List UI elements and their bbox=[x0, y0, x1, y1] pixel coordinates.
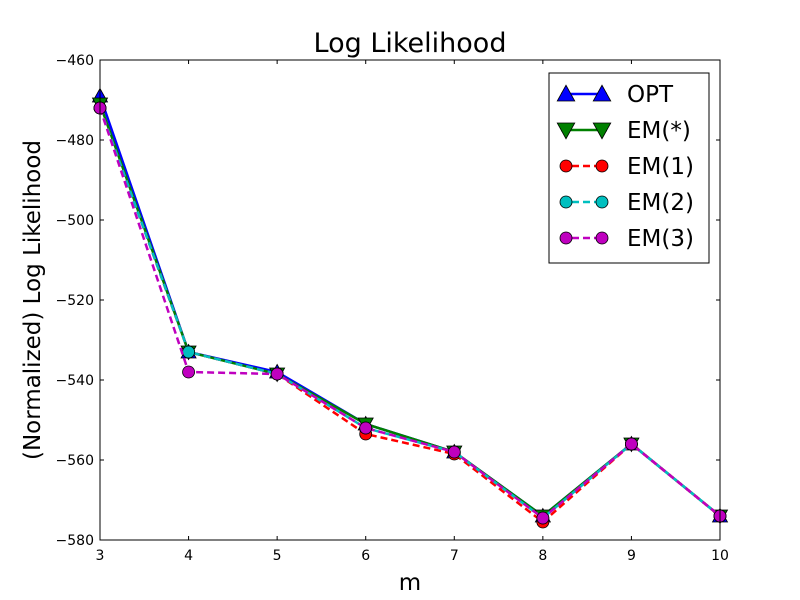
legend-marker-em-2 bbox=[559, 195, 573, 209]
legend-box bbox=[548, 72, 710, 264]
data-point-em-2 bbox=[182, 345, 195, 359]
plot-frame bbox=[99, 59, 721, 541]
data-point-em-3 bbox=[270, 367, 284, 381]
data-point-em-3 bbox=[359, 421, 373, 435]
x-tick-label: 5 bbox=[273, 548, 282, 564]
legend-marker-em-3 bbox=[595, 231, 609, 245]
legend-label-em: EM(*) bbox=[627, 118, 691, 144]
legend-marker-em-1 bbox=[595, 159, 609, 173]
y-tick-label: −580 bbox=[56, 533, 94, 549]
data-point-em-3 bbox=[625, 437, 638, 451]
y-axis-label: (Normalized) Log Likelihood bbox=[20, 140, 46, 460]
x-tick-label: 6 bbox=[361, 548, 370, 564]
legend-marker-em-3 bbox=[559, 231, 573, 245]
legend-label-em-3: EM(3) bbox=[627, 226, 694, 252]
y-tick-label: −500 bbox=[56, 213, 94, 229]
x-tick-label: 7 bbox=[450, 548, 459, 564]
legend-marker-em bbox=[592, 122, 612, 140]
legend-label-em-1: EM(1) bbox=[627, 154, 694, 180]
legend-marker-em bbox=[556, 122, 576, 140]
x-tick-label: 4 bbox=[184, 548, 193, 564]
x-tick-label: 3 bbox=[96, 548, 105, 564]
legend: OPT EM(*) EM(1) EM(2) EM(3) bbox=[548, 72, 710, 264]
y-tick-label: −460 bbox=[56, 53, 94, 69]
data-point-em-3 bbox=[182, 365, 195, 379]
y-tick-label: −560 bbox=[56, 453, 94, 469]
legend-label-opt: OPT bbox=[627, 82, 674, 108]
legend-label-em-2: EM(2) bbox=[627, 190, 694, 216]
ticks: 3 4 5 6 7 8 9 10 −460 −480 −500 −520 −540 −560 −580 bbox=[56, 53, 729, 564]
x-tick-label: 10 bbox=[711, 548, 729, 564]
legend-marker-em-2 bbox=[595, 195, 609, 209]
y-tick-label: −520 bbox=[56, 293, 94, 309]
legend-marker-opt bbox=[592, 84, 612, 102]
legend-marker-opt bbox=[556, 84, 576, 102]
series-line-em-2 bbox=[98, 107, 721, 520]
x-tick-label: 9 bbox=[627, 548, 636, 564]
x-axis-label: m bbox=[399, 570, 421, 596]
plot-series bbox=[91, 87, 729, 529]
y-tick-label: −480 bbox=[56, 133, 94, 149]
x-tick-label: 8 bbox=[538, 548, 547, 564]
y-tick-label: −540 bbox=[56, 373, 94, 389]
legend-marker-em-1 bbox=[559, 159, 573, 173]
chart-title: Log Likelihood bbox=[314, 28, 507, 59]
data-point-em-3 bbox=[536, 511, 550, 525]
data-point-em-3 bbox=[447, 445, 461, 459]
